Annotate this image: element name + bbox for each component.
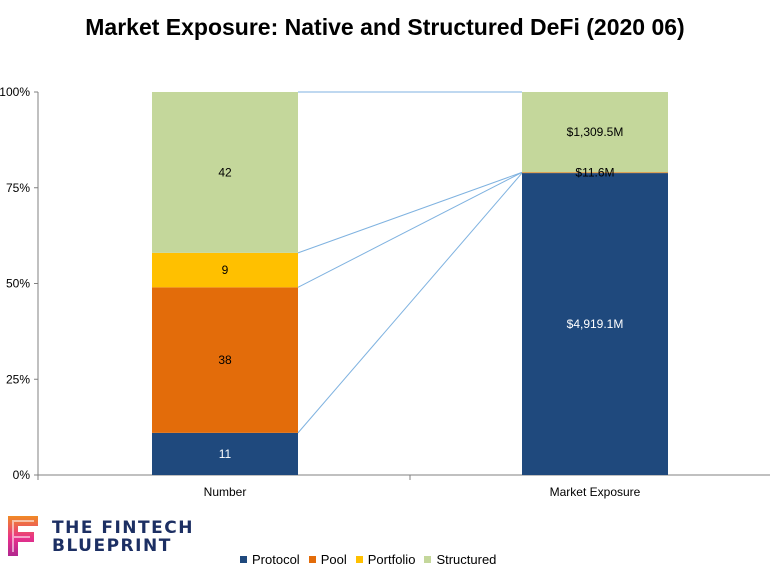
data-label: $1,309.5M <box>567 125 624 139</box>
legend-item: Structured <box>424 552 496 567</box>
logo-text-line2: BLUEPRINT <box>52 536 172 556</box>
data-label: $11.6M <box>575 166 614 180</box>
logo-mark-icon <box>8 516 38 556</box>
legend-swatch <box>424 556 432 563</box>
bar-segment <box>152 92 298 253</box>
bar-segment <box>152 287 298 433</box>
chart-title: Market Exposure: Native and Structured D… <box>85 14 685 40</box>
series-line <box>297 172 523 434</box>
legend-label: Structured <box>436 552 497 567</box>
legend-item: Protocol <box>240 552 300 567</box>
x-tick-label: Number <box>204 485 247 499</box>
y-tick-label: 50% <box>6 277 30 291</box>
bars <box>152 92 668 475</box>
y-tick-label: 25% <box>6 372 30 386</box>
y-tick-label: 0% <box>13 468 31 482</box>
data-label: 11 <box>219 447 232 461</box>
x-tick-label: Market Exposure <box>550 485 641 499</box>
legend-swatch <box>355 556 363 563</box>
y-tick-label: 100% <box>0 85 30 99</box>
legend-item: Pool <box>308 552 347 567</box>
data-label: 9 <box>222 263 229 277</box>
legend-label: Portfolio <box>367 552 416 567</box>
series-line <box>297 171 523 288</box>
bar-segment <box>522 172 668 174</box>
series-connector-lines <box>297 91 523 434</box>
chart-legend: Protocol Pool Portfolio Structured <box>240 552 505 567</box>
logo-text-line1: THE FINTECH <box>52 518 194 538</box>
data-label: 38 <box>218 353 232 367</box>
legend-label: Pool <box>320 552 347 567</box>
data-label: $4,919.1M <box>567 317 624 331</box>
data-labels: 11 38 9 42 $4,919.1M $11.6M $1,309.5M <box>218 125 623 461</box>
bar-segment <box>152 432 298 475</box>
legend-swatch <box>308 556 316 563</box>
legend-item: Portfolio <box>355 552 416 567</box>
data-label: 42 <box>218 165 232 179</box>
y-tick-label: 75% <box>6 181 30 195</box>
bar-segment <box>522 92 668 173</box>
legend-label: Protocol <box>252 552 300 567</box>
series-line <box>297 171 523 254</box>
bar-segment <box>522 173 668 475</box>
legend-swatch <box>240 556 247 563</box>
bar-segment <box>152 252 298 288</box>
fintech-blueprint-logo: THE FINTECH BLUEPRINT <box>4 512 204 562</box>
